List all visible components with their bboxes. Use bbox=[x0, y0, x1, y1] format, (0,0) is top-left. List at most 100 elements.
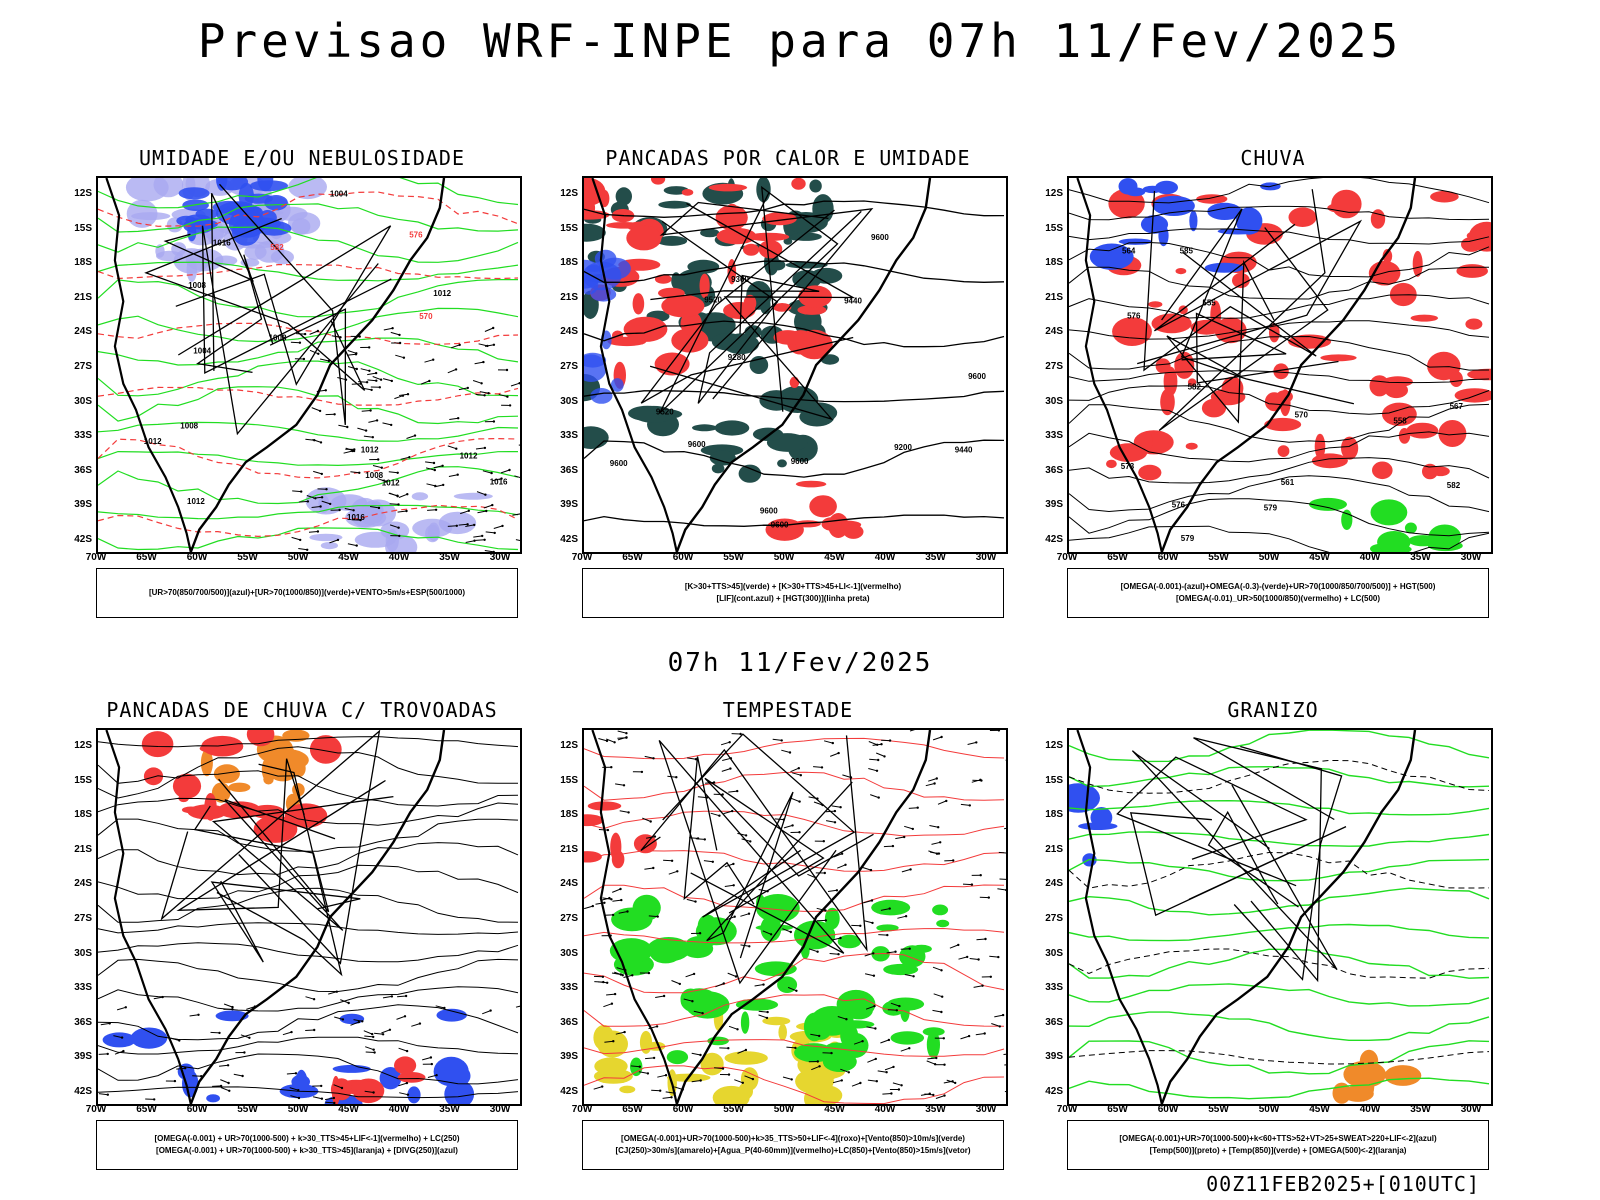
shaded-area bbox=[890, 1031, 925, 1045]
wind-vector-head bbox=[298, 341, 302, 344]
wind-vector-head bbox=[859, 1081, 862, 1085]
state-border bbox=[1166, 259, 1275, 424]
wind-vector bbox=[153, 996, 163, 1000]
legend-box: [OMEGA(-0.001)+UR>70(1000-500)+k>35_TTS>… bbox=[582, 1120, 1004, 1170]
wind-vector bbox=[398, 493, 408, 498]
shaded-area bbox=[789, 376, 800, 388]
state-border bbox=[196, 254, 274, 374]
wind-vector bbox=[308, 531, 318, 533]
map-plot bbox=[1067, 728, 1493, 1106]
wind-vector-head bbox=[984, 937, 987, 941]
wind-vector-head bbox=[875, 1080, 878, 1083]
wind-vector-head bbox=[297, 1089, 300, 1092]
wind-vector-head bbox=[662, 994, 666, 998]
shaded-area bbox=[773, 330, 803, 345]
wind-vector bbox=[754, 984, 764, 987]
shaded-area bbox=[187, 804, 227, 820]
wind-vector bbox=[473, 535, 483, 538]
wind-vector-head bbox=[824, 909, 827, 912]
wind-vector bbox=[823, 740, 833, 744]
wind-vector-head bbox=[354, 353, 358, 356]
wind-vector bbox=[617, 736, 627, 741]
wind-vector bbox=[398, 1082, 408, 1087]
shaded-area bbox=[332, 1064, 371, 1073]
wind-vector-head bbox=[880, 743, 883, 746]
isoline bbox=[1069, 923, 1490, 942]
wind-vector-head bbox=[338, 508, 341, 512]
shaded-area bbox=[735, 998, 779, 1011]
wind-vector-head bbox=[501, 524, 504, 528]
wind-vector bbox=[686, 898, 696, 903]
shaded-area bbox=[837, 934, 862, 949]
isoline bbox=[584, 850, 1005, 872]
wind-vector bbox=[396, 1015, 406, 1020]
isoline bbox=[1069, 948, 1490, 979]
wind-vector bbox=[826, 820, 836, 823]
wind-vector-head bbox=[622, 784, 626, 787]
wind-vector bbox=[372, 465, 382, 469]
wind-vector-head bbox=[406, 1093, 410, 1096]
isoline bbox=[98, 307, 519, 343]
shaded-area bbox=[760, 915, 782, 942]
shaded-area bbox=[762, 1016, 791, 1026]
panel-pancadas-calor: PANCADAS POR CALOR E UMIDADE 9600 9600 960… bbox=[548, 146, 1028, 618]
shaded-area bbox=[590, 388, 613, 404]
map-svg: 9600 9600 9600 9600 9600 9600 9600 9520 9440 9360… bbox=[584, 178, 1005, 552]
shaded-area bbox=[607, 336, 647, 347]
wind-vector-head bbox=[839, 806, 842, 809]
wind-vector-head bbox=[678, 982, 681, 986]
shaded-area bbox=[130, 1027, 168, 1049]
wind-vector bbox=[714, 1067, 724, 1070]
wind-vector bbox=[515, 1005, 520, 1008]
wind-vector-head bbox=[900, 1084, 903, 1087]
wind-vector bbox=[498, 393, 508, 398]
map-plot bbox=[582, 728, 1008, 1106]
shaded-area bbox=[769, 259, 786, 271]
wind-vector-head bbox=[840, 1079, 843, 1082]
legend-line: [OMEGA(-0.001)-(azul)+OMEGA(-0.3)-(verde… bbox=[1120, 582, 1436, 591]
wind-vector bbox=[665, 1091, 675, 1094]
shaded-area bbox=[797, 305, 827, 315]
shaded-area bbox=[926, 1030, 940, 1059]
wind-vector-head bbox=[977, 958, 980, 961]
wind-vector-head bbox=[861, 1040, 864, 1043]
wind-vector bbox=[890, 1002, 900, 1007]
contour-label: 1016 bbox=[490, 478, 508, 487]
wind-vector bbox=[668, 870, 678, 875]
wind-vector bbox=[638, 1071, 648, 1074]
shaded-area bbox=[1273, 363, 1289, 380]
wind-vector bbox=[1004, 1064, 1006, 1066]
wind-vector bbox=[472, 380, 482, 384]
wind-vector bbox=[584, 905, 593, 910]
wind-vector-head bbox=[845, 1018, 848, 1021]
shaded-area bbox=[438, 511, 477, 535]
shaded-area bbox=[1428, 524, 1462, 549]
shaded-area bbox=[212, 200, 245, 214]
wind-vector-head bbox=[837, 953, 840, 956]
shaded-area bbox=[740, 1011, 750, 1034]
wind-vector-head bbox=[818, 1065, 821, 1068]
wind-vector bbox=[340, 999, 349, 1004]
wind-vector bbox=[655, 995, 665, 998]
wind-vector-head bbox=[837, 751, 840, 755]
wind-vector bbox=[867, 1058, 876, 1063]
wind-vector-head bbox=[909, 868, 912, 871]
wind-vector-head bbox=[379, 378, 383, 381]
wind-vector bbox=[319, 358, 330, 362]
isoline bbox=[98, 746, 518, 784]
state-border bbox=[1143, 190, 1317, 372]
state-border bbox=[650, 274, 820, 334]
wind-vector-head bbox=[795, 989, 798, 992]
legend-box: [OMEGA(-0.001)+UR>70(1000-500)+k<60+TTS>… bbox=[1067, 1120, 1489, 1170]
lon-tick-label: 50W bbox=[287, 1104, 309, 1115]
isoline bbox=[98, 226, 519, 263]
wind-vector-head bbox=[601, 975, 605, 978]
shaded-area bbox=[1384, 382, 1408, 399]
wind-vector bbox=[447, 525, 457, 527]
wind-vector bbox=[305, 996, 315, 1000]
shaded-area bbox=[1370, 499, 1408, 526]
wind-vector bbox=[353, 1019, 363, 1022]
wind-vector-head bbox=[895, 1009, 898, 1012]
wind-vector bbox=[367, 372, 377, 376]
coastline-west bbox=[105, 178, 192, 552]
